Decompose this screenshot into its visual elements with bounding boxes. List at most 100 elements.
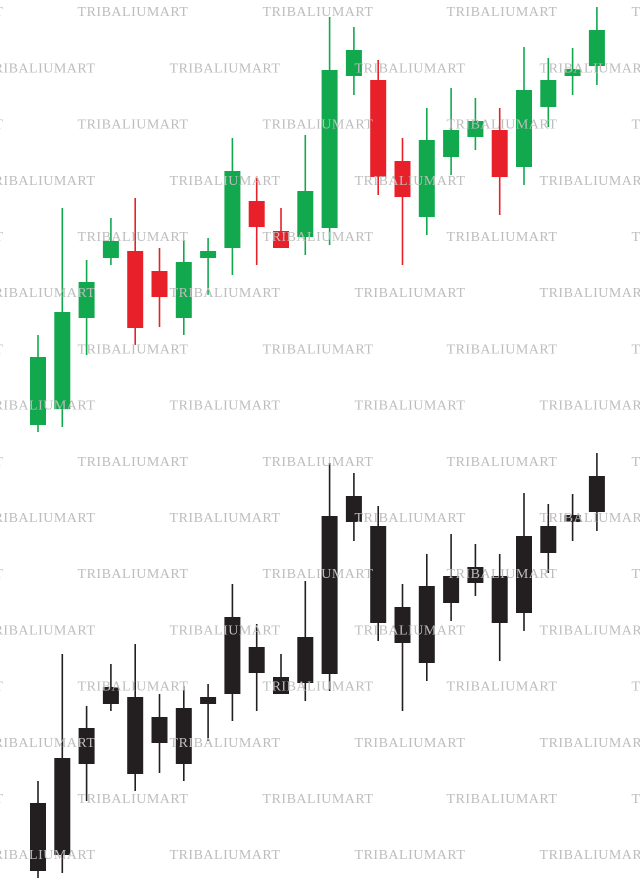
watermark: TRIBALIUMART <box>355 61 466 76</box>
candle-body <box>151 717 168 743</box>
watermark: TRIBALIUMART <box>632 230 640 245</box>
watermark: TRIBALIUMART <box>170 174 281 189</box>
candle-body <box>345 50 362 76</box>
candle-body <box>564 515 581 522</box>
candle-body <box>588 30 605 66</box>
candle-body <box>78 728 95 764</box>
watermark: TRIBALIUMART <box>263 455 374 470</box>
candle-body <box>54 758 71 855</box>
watermark: TRIBALIUMART <box>632 5 640 20</box>
watermark: TRIBALIUMART <box>632 567 640 582</box>
candle-body <box>467 121 484 137</box>
watermark: TRIBALIUMART <box>78 342 189 357</box>
candle-body <box>273 677 289 694</box>
watermark: TRIBALIUMART <box>540 61 640 76</box>
watermark: TRIBALIUMART <box>263 680 374 695</box>
candle-body <box>224 171 241 248</box>
candle-body <box>297 637 314 683</box>
candle-body <box>151 271 168 297</box>
candle-body <box>321 516 338 674</box>
watermark: TRIBALIUMART <box>0 230 3 245</box>
watermark: TRIBALIUMART <box>447 118 558 133</box>
candle-body <box>516 90 532 167</box>
watermark: TRIBALIUMART <box>447 792 558 807</box>
watermark: TRIBALIUMART <box>78 680 189 695</box>
candle-body <box>248 201 265 227</box>
watermark: TRIBALIUMART <box>0 511 95 526</box>
candle-body <box>30 803 46 871</box>
candle-body <box>540 80 557 107</box>
candlestick-chart <box>30 453 605 878</box>
watermark: TRIBALIUMART <box>78 118 189 133</box>
watermark: TRIBALIUMART <box>0 399 95 414</box>
candle-body <box>370 80 387 177</box>
watermark: TRIBALIUMART <box>263 230 374 245</box>
watermark: TRIBALIUMART <box>0 286 95 301</box>
watermark: TRIBALIUMART <box>632 455 640 470</box>
watermark: TRIBALIUMART <box>170 736 281 751</box>
watermark: TRIBALIUMART <box>170 623 281 638</box>
candle-body <box>248 647 265 673</box>
candle-body <box>102 687 119 704</box>
watermark: TRIBALIUMART <box>0 567 3 582</box>
watermark: TRIBALIUMART <box>632 680 640 695</box>
watermark: TRIBALIUMART <box>447 230 558 245</box>
candle-body <box>200 251 217 258</box>
watermark: TRIBALIUMART <box>355 623 466 638</box>
candle-body <box>564 69 581 76</box>
watermark: TRIBALIUMART <box>0 174 95 189</box>
watermark: TRIBALIUMART <box>447 567 558 582</box>
candle-body <box>443 576 460 603</box>
candle-body <box>491 576 508 623</box>
candle-body <box>224 617 241 694</box>
candle-body <box>418 586 435 663</box>
watermark: TRIBALIUMART <box>355 511 466 526</box>
candle-body <box>175 708 192 764</box>
watermark: TRIBALIUMART <box>78 792 189 807</box>
watermark: TRIBALIUMART <box>78 5 189 20</box>
watermark: TRIBALIUMART <box>447 680 558 695</box>
watermark: TRIBALIUMART <box>540 848 640 863</box>
candle-body <box>127 251 144 328</box>
watermark: TRIBALIUMART <box>0 61 95 76</box>
candle-body <box>345 496 362 522</box>
watermark: TRIBALIUMART <box>355 286 466 301</box>
watermark: TRIBALIUMART <box>632 342 640 357</box>
candle-body <box>321 70 338 228</box>
candle-body <box>394 161 411 197</box>
candle-body <box>30 357 46 425</box>
watermark: TRIBALIUMART <box>0 455 3 470</box>
candle-body <box>394 607 411 643</box>
watermark: TRIBALIUMART <box>0 736 95 751</box>
watermark: TRIBALIUMART <box>263 342 374 357</box>
watermark: TRIBALIUMART <box>170 286 281 301</box>
candle-body <box>418 140 435 217</box>
candle-body <box>175 262 192 318</box>
candle-body <box>443 130 460 157</box>
watermark: TRIBALIUMART <box>170 511 281 526</box>
watermark: TRIBALIUMART <box>263 567 374 582</box>
watermark: TRIBALIUMART <box>170 848 281 863</box>
candle-body <box>54 312 71 409</box>
candle-body <box>127 697 144 774</box>
charts <box>30 7 605 878</box>
watermark: TRIBALIUMART <box>0 848 95 863</box>
watermark: TRIBALIUMART <box>0 342 3 357</box>
watermark: TRIBALIUMART <box>0 118 3 133</box>
candle-body <box>78 282 95 318</box>
candle-body <box>588 476 605 512</box>
watermark: TRIBALIUMART <box>263 792 374 807</box>
watermark: TRIBALIUMART <box>263 5 374 20</box>
candle-body <box>540 526 557 553</box>
watermark: TRIBALIUMART <box>355 174 466 189</box>
candle-body <box>102 241 119 258</box>
watermark: TRIBALIUMART <box>0 623 95 638</box>
watermark: TRIBALIUMART <box>447 455 558 470</box>
candle-body <box>297 191 314 237</box>
watermark: TRIBALIUMART <box>355 399 466 414</box>
watermark: TRIBALIUMART <box>540 623 640 638</box>
candle-body <box>273 231 289 248</box>
candle-body <box>370 526 387 623</box>
watermarks: TRIBALIUMART TRIBALIUMART TRIBALIUMART TRIB… <box>0 5 640 863</box>
